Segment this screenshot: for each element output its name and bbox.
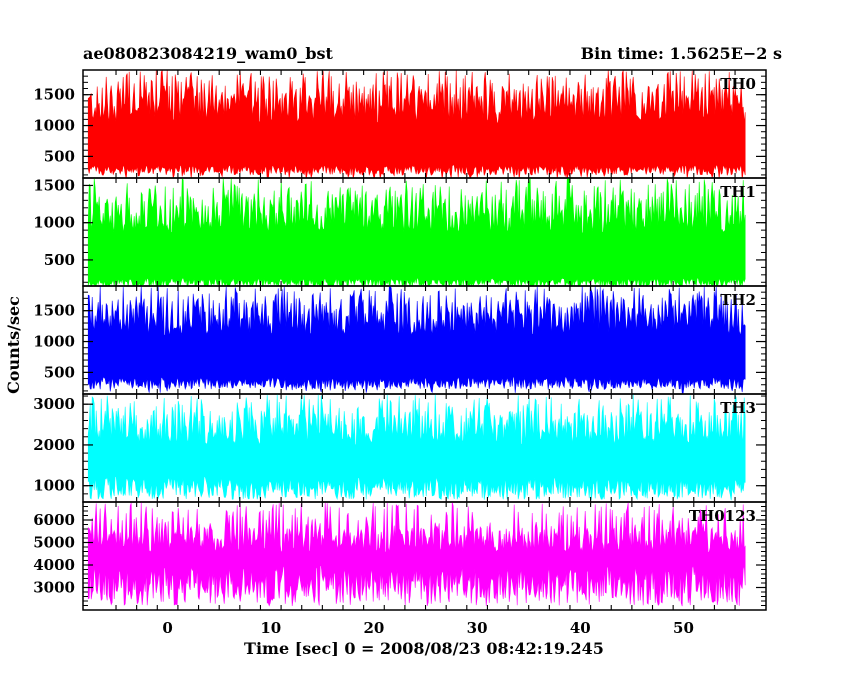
panel-th0123: 3000 4000 5000 6000 TH0123: [33, 501, 767, 611]
panels-group: 500 1000 1500 TH0 500 1000 1500 TH1 500 1000 1500 T…: [33, 69, 767, 611]
panel-label: TH3: [720, 399, 756, 417]
panel-th0: 500 1000 1500 TH0: [33, 69, 767, 179]
y-tick-label: 3000: [33, 579, 75, 597]
panel-label: TH2: [720, 291, 756, 309]
y-tick-label: 1000: [33, 117, 75, 135]
y-tick-label: 1000: [33, 214, 75, 232]
x-tick-label: 0: [162, 619, 172, 637]
x-tick-label: 30: [467, 619, 488, 637]
panel-th1: 500 1000 1500 TH1: [33, 176, 767, 287]
chart-title: ae080823084219_wam0_bst: [83, 44, 334, 63]
panel-label: TH0123: [689, 507, 756, 525]
y-tick-label: 500: [44, 363, 75, 381]
x-tick-label: 40: [570, 619, 591, 637]
y-tick-label: 1500: [33, 302, 75, 320]
series-th1: [87, 178, 746, 286]
y-tick-label: 6000: [33, 511, 75, 529]
x-tick-labels: 0 10 20 30 40 50: [162, 619, 694, 637]
y-tick-label: 5000: [33, 534, 75, 552]
y-tick-label: 1500: [33, 86, 75, 104]
y-tick-label: 1000: [33, 333, 75, 351]
x-tick-label: 10: [260, 619, 281, 637]
x-tick-label: 20: [364, 619, 385, 637]
y-tick-label: 4000: [33, 556, 75, 574]
y-tick-label: 500: [44, 251, 75, 269]
panel-label: TH1: [720, 183, 756, 201]
y-tick-label: 2000: [33, 436, 75, 454]
y-tick-label: 1000: [33, 477, 75, 495]
panel-label: TH0: [720, 75, 756, 93]
x-axis-label: Time [sec] 0 = 2008/08/23 08:42:19.245: [244, 639, 604, 658]
panel-th3: 1000 2000 3000 TH3: [33, 393, 767, 503]
y-tick-label: 1500: [33, 176, 75, 194]
series-th0123: [87, 502, 746, 607]
x-tick-label: 50: [673, 619, 694, 637]
series-th2: [87, 286, 746, 394]
bin-time-label: Bin time: 1.5625E−2 s: [581, 44, 782, 63]
y-tick-label: 3000: [33, 395, 75, 413]
y-axis-label: Counts/sec: [4, 296, 23, 394]
series-th3: [87, 394, 746, 501]
series-th0: [87, 70, 746, 178]
panel-th2: 500 1000 1500 TH2: [33, 285, 767, 395]
y-tick-label: 500: [44, 147, 75, 165]
